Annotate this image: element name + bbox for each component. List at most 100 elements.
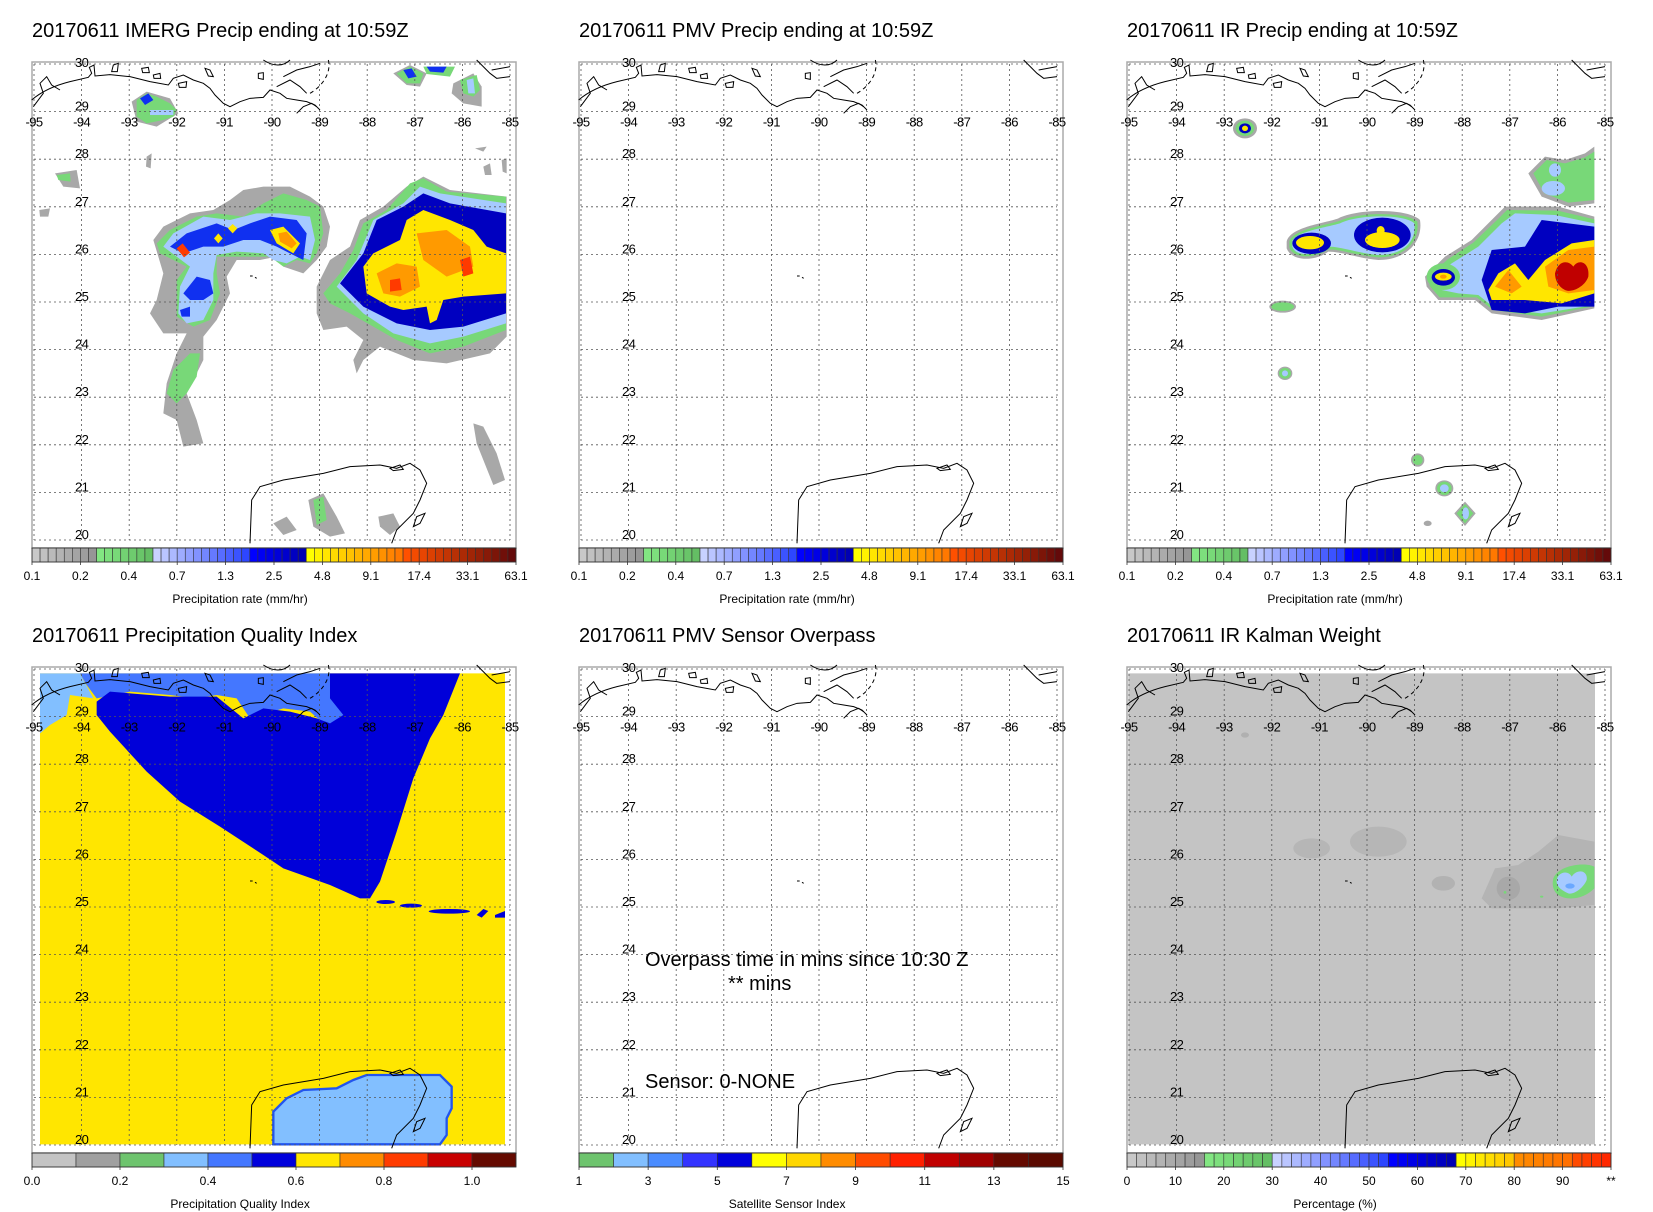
longitude-label: -95 bbox=[26, 115, 43, 130]
coastline-segment bbox=[388, 464, 405, 472]
latitude-label: 26 bbox=[1170, 241, 1184, 256]
imerg-field-area bbox=[501, 158, 507, 174]
kalman-precip-area bbox=[1503, 890, 1507, 894]
pqi-field-area bbox=[39, 673, 94, 734]
longitude-label: -88 bbox=[1454, 720, 1471, 735]
coastline-segment bbox=[579, 680, 608, 712]
colorbar-swatch bbox=[917, 547, 927, 563]
coastline-segment bbox=[688, 66, 697, 74]
colorbar-tick-label: 0.4 bbox=[120, 569, 137, 583]
colorbar-swatch bbox=[1433, 547, 1442, 563]
colorbar-swatch bbox=[1183, 547, 1192, 563]
colorbar-swatch bbox=[812, 547, 822, 563]
latitude-label: 25 bbox=[622, 894, 636, 909]
colorbar-swatch bbox=[451, 547, 460, 563]
coastline-segment bbox=[578, 669, 868, 716]
colorbar-tick-label: 9.1 bbox=[362, 569, 379, 583]
kalman-precip-area bbox=[1565, 883, 1575, 889]
colorbar-swatch bbox=[410, 547, 420, 563]
colorbar-tick-label: 0.2 bbox=[1167, 569, 1184, 583]
colorbar-swatch bbox=[1441, 547, 1450, 563]
colorbar-swatch bbox=[1400, 547, 1410, 563]
latitude-label: 23 bbox=[622, 384, 636, 399]
latitude-label: 24 bbox=[1170, 942, 1184, 957]
graticule bbox=[580, 63, 1058, 541]
colorbar-swatch bbox=[1014, 547, 1023, 563]
imerg-field-area bbox=[169, 216, 307, 260]
colorbar-swatch bbox=[1378, 1152, 1389, 1168]
coastline-segment bbox=[1023, 664, 1058, 684]
ir-precip-area bbox=[1241, 125, 1248, 131]
imerg-field-area bbox=[466, 78, 475, 94]
kalman-precip-area bbox=[1293, 838, 1330, 859]
colorbar-swatch bbox=[707, 547, 717, 563]
longitude-label: -87 bbox=[406, 115, 423, 130]
coastline-segment bbox=[578, 64, 868, 111]
longitude-label: -85 bbox=[1597, 115, 1614, 130]
coastline-segment bbox=[263, 664, 291, 671]
colorbar-swatch bbox=[1571, 1152, 1583, 1168]
latitude-label: 26 bbox=[622, 846, 636, 861]
colorbar-swatch bbox=[998, 547, 1007, 563]
colorbar-swatch bbox=[491, 547, 501, 563]
latitude-label: 22 bbox=[622, 432, 636, 447]
coastline-segment bbox=[1483, 464, 1500, 472]
coastline-segment bbox=[296, 707, 317, 719]
colorbar-swatch bbox=[1455, 1152, 1467, 1168]
colorbar-swatch bbox=[168, 547, 178, 563]
kalman-precip-area bbox=[1431, 875, 1455, 891]
colorbar-tick-label: 0.2 bbox=[72, 569, 89, 583]
colorbar-swatch bbox=[647, 1152, 684, 1168]
colorbar-swatch bbox=[499, 547, 509, 563]
colorbar-swatch bbox=[602, 547, 612, 563]
coastline-segment bbox=[804, 72, 811, 80]
coastline-segment bbox=[935, 1069, 952, 1077]
coastline-segment bbox=[141, 671, 150, 679]
sensor-text: Sensor: 0-NONE bbox=[645, 1071, 796, 1093]
colorbar-frame bbox=[578, 1152, 1064, 1168]
precip-field bbox=[1232, 118, 1595, 526]
latitude-label: 29 bbox=[75, 99, 89, 114]
colorbar-tick-label: 40 bbox=[1314, 1174, 1328, 1188]
colorbar-swatch bbox=[31, 547, 41, 563]
latitude-label: 21 bbox=[75, 1084, 89, 1099]
colorbar-swatch bbox=[852, 547, 862, 563]
colorbar-swatch bbox=[1167, 547, 1176, 563]
coastline-segment bbox=[1391, 707, 1412, 719]
colorbar-swatch bbox=[1417, 547, 1426, 563]
colorbar-swatch bbox=[1213, 1152, 1225, 1168]
panel-imerg-precip: 20170611 IMERG Precip ending at 10:59Z -… bbox=[24, 20, 528, 607]
coastline-segment bbox=[476, 664, 511, 684]
colorbar-tick-label: 1.3 bbox=[764, 569, 781, 583]
latitude-label: 22 bbox=[75, 1037, 89, 1052]
imerg-field-area bbox=[213, 233, 223, 244]
coastline bbox=[1126, 59, 1606, 544]
longitude-label: -91 bbox=[216, 720, 233, 735]
ir-precip-area bbox=[1295, 235, 1324, 250]
imerg-field-area bbox=[389, 278, 402, 292]
coastline-segment bbox=[856, 59, 877, 94]
colorbar-swatch bbox=[1542, 1152, 1554, 1168]
colorbar-tick-label: 1.3 bbox=[1312, 569, 1329, 583]
longitude-label: -92 bbox=[168, 720, 185, 735]
colorbar-swatch bbox=[772, 547, 781, 563]
longitude-label: -94 bbox=[1168, 115, 1185, 130]
coastline-segment bbox=[276, 684, 308, 699]
colorbar-swatch bbox=[764, 547, 773, 563]
colorbar-swatch bbox=[354, 547, 364, 563]
coastline-segment bbox=[152, 72, 162, 79]
longitude-label: -88 bbox=[359, 720, 376, 735]
kalman-field-area bbox=[1556, 871, 1587, 894]
colorbar-swatch bbox=[1352, 547, 1362, 563]
colorbar-swatch bbox=[1233, 1152, 1244, 1168]
longitude-label: -88 bbox=[906, 720, 923, 735]
colorbar-swatch bbox=[1155, 1152, 1167, 1168]
coastline-segment bbox=[254, 881, 257, 884]
colorbar-swatch bbox=[1336, 547, 1346, 563]
coastline-segment bbox=[1586, 66, 1606, 71]
colorbar-tick-label: 0.1 bbox=[24, 569, 41, 583]
colorbar-swatch bbox=[1304, 547, 1313, 563]
latitude-label: 28 bbox=[75, 751, 89, 766]
panel-pmv-precip: 20170611 PMV Precip ending at 10:59Z -95… bbox=[571, 20, 1075, 607]
colorbar-swatch bbox=[1546, 547, 1555, 563]
